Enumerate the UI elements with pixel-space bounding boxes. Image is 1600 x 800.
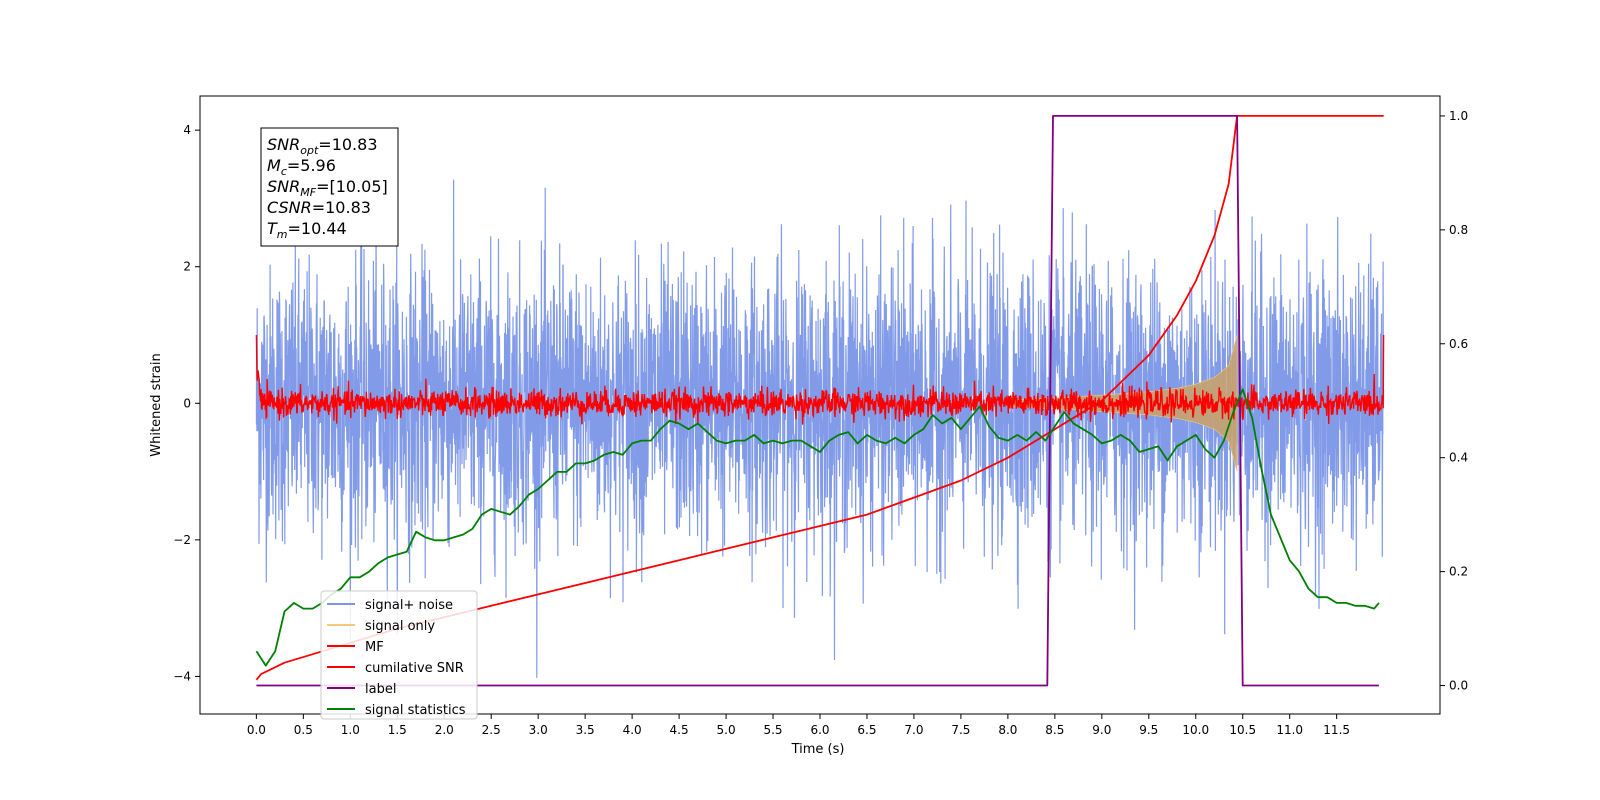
annotation-line: SNRopt=10.83 bbox=[267, 135, 378, 157]
x-tick-label: 7.5 bbox=[951, 723, 970, 737]
x-tick-label: 7.0 bbox=[904, 723, 923, 737]
legend-entry-label: label bbox=[365, 682, 396, 697]
legend-entry-label: cumilative SNR bbox=[365, 661, 464, 676]
x-tick-label: 6.0 bbox=[810, 723, 829, 737]
x-tick-label: 3.0 bbox=[529, 723, 548, 737]
x-axis: 0.0 0.5 1.0 1.5 2.0 2.5 3.0 3.5 4.0 4.5 5.0 5.5 6.0 6… bbox=[247, 714, 1350, 737]
y-axis-label: Whitened strain bbox=[149, 353, 164, 456]
mf-line bbox=[255, 334, 1385, 425]
x-tick-label: 3.5 bbox=[576, 723, 595, 737]
y2-tick-label: 1.0 bbox=[1449, 109, 1468, 123]
y2-tick-label: 0.8 bbox=[1449, 223, 1468, 237]
legend-entry-label: MF bbox=[365, 640, 384, 655]
x-tick-label: 0.5 bbox=[294, 723, 313, 737]
annotation-line: CSNR=10.83 bbox=[267, 198, 371, 217]
annotation-line: SNRMF=[10.05] bbox=[267, 177, 388, 199]
x-tick-label: 11.0 bbox=[1276, 723, 1303, 737]
y-tick-label: −4 bbox=[173, 669, 191, 683]
series-label bbox=[256, 115, 1379, 687]
x-tick-label: 10.5 bbox=[1229, 723, 1256, 737]
x-tick-label: 10.0 bbox=[1182, 723, 1209, 737]
annotation-line: Mc=5.96 bbox=[267, 156, 336, 178]
x-axis-label: Time (s) bbox=[791, 742, 845, 757]
y-tick-label: 4 bbox=[183, 123, 191, 137]
x-tick-label: 1.5 bbox=[388, 723, 407, 737]
y2-tick-label: 0.0 bbox=[1449, 679, 1468, 693]
y-axis-right: 1.0 0.8 0.6 0.4 0.2 0.0 bbox=[1440, 109, 1468, 693]
y2-tick-label: 0.2 bbox=[1449, 565, 1468, 579]
y2-tick-label: 0.6 bbox=[1449, 337, 1468, 351]
x-tick-label: 9.0 bbox=[1092, 723, 1111, 737]
y-tick-label: 2 bbox=[183, 260, 191, 274]
signal-statistics-line bbox=[255, 388, 1380, 667]
legend: signal+ noise signal only MF cumilative SNR… bbox=[320, 590, 478, 720]
x-tick-label: 2.5 bbox=[482, 723, 501, 737]
x-tick-label: 8.0 bbox=[998, 723, 1017, 737]
series-mf bbox=[255, 334, 1385, 425]
x-tick-label: 1.0 bbox=[341, 723, 360, 737]
y-tick-label: 0 bbox=[183, 396, 191, 410]
x-tick-label: 6.5 bbox=[857, 723, 876, 737]
legend-entry-label: signal only bbox=[365, 619, 435, 634]
y2-tick-label: 0.4 bbox=[1449, 451, 1468, 465]
x-tick-label: 8.5 bbox=[1045, 723, 1064, 737]
x-tick-label: 5.0 bbox=[717, 723, 736, 737]
annotation-frame bbox=[260, 127, 399, 247]
annotation-line: Tm=10.44 bbox=[267, 219, 347, 241]
x-tick-label: 5.5 bbox=[763, 723, 782, 737]
series-signal-statistics bbox=[255, 388, 1380, 667]
x-tick-label: 0.0 bbox=[247, 723, 266, 737]
x-tick-label: 2.0 bbox=[435, 723, 454, 737]
y-tick-label: −2 bbox=[173, 533, 191, 547]
x-tick-label: 9.5 bbox=[1139, 723, 1158, 737]
legend-entry-label: signal+ noise bbox=[365, 598, 453, 613]
legend-entry-label: signal statistics bbox=[365, 703, 466, 718]
label-line bbox=[256, 115, 1379, 687]
metrics-annotation-box: SNRopt=10.83Mc=5.96SNRMF=[10.05]CSNR=10.… bbox=[260, 127, 399, 247]
legend-frame bbox=[320, 590, 478, 720]
x-tick-label: 11.5 bbox=[1323, 723, 1350, 737]
x-tick-label: 4.5 bbox=[670, 723, 689, 737]
x-tick-label: 4.0 bbox=[623, 723, 642, 737]
y-axis-left: 4 2 0 −2 −4 bbox=[173, 123, 200, 683]
